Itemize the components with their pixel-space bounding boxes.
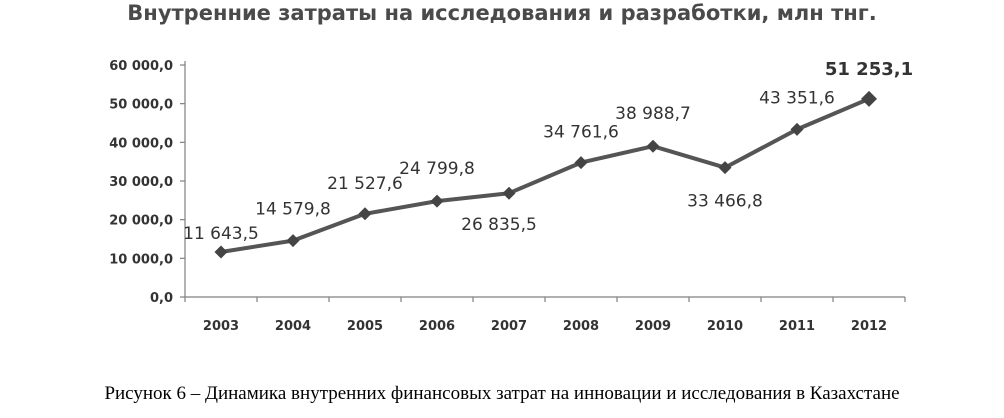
data-point-marker bbox=[574, 156, 588, 170]
data-label: 51 253,1 bbox=[825, 59, 913, 80]
x-tick-label: 2010 bbox=[707, 319, 743, 334]
x-tick-label: 2008 bbox=[563, 319, 599, 334]
y-tick-label: 20 000,0 bbox=[109, 214, 173, 229]
line-chart: 0,0 10 000,0 20 000,0 30 000,0 40 000,0 50 00… bbox=[109, 59, 913, 334]
y-tick-label: 0,0 bbox=[150, 291, 173, 306]
data-point-marker bbox=[358, 207, 372, 221]
data-label: 24 799,8 bbox=[399, 159, 475, 179]
data-label: 26 835,5 bbox=[461, 215, 537, 235]
data-point-marker bbox=[718, 161, 732, 175]
x-tick-label: 2005 bbox=[347, 319, 383, 334]
x-tick-label: 2003 bbox=[203, 319, 239, 334]
data-label: 11 643,5 bbox=[183, 224, 259, 244]
data-point-marker bbox=[646, 139, 660, 153]
data-point-marker bbox=[790, 122, 804, 136]
data-label: 43 351,6 bbox=[759, 88, 835, 108]
y-tick-label: 30 000,0 bbox=[109, 175, 173, 190]
data-point-marker bbox=[861, 90, 877, 107]
x-tick-label: 2012 bbox=[851, 319, 887, 334]
data-point-marker bbox=[214, 245, 228, 259]
x-tick-label: 2004 bbox=[275, 319, 311, 334]
figure-caption: Рисунок 6 – Динамика внутренних финансов… bbox=[104, 383, 900, 404]
chart-title: Внутренние затраты на исследования и раз… bbox=[127, 1, 877, 25]
data-label: 38 988,7 bbox=[615, 104, 691, 124]
x-tick-label: 2006 bbox=[419, 319, 455, 334]
x-tick-label: 2011 bbox=[779, 319, 815, 334]
y-tick-label: 10 000,0 bbox=[109, 252, 173, 267]
data-label: 33 466,8 bbox=[687, 192, 763, 212]
x-tick-label: 2007 bbox=[491, 319, 527, 334]
y-tick-label: 50 000,0 bbox=[109, 98, 173, 113]
y-tick-label: 40 000,0 bbox=[109, 136, 173, 151]
x-tick-label: 2009 bbox=[635, 319, 671, 334]
y-tick-label: 60 000,0 bbox=[109, 59, 173, 74]
data-label: 21 527,6 bbox=[327, 174, 403, 194]
data-point-marker bbox=[502, 186, 516, 200]
data-label: 34 761,6 bbox=[543, 123, 619, 143]
data-label: 14 579,8 bbox=[255, 200, 331, 220]
series-line bbox=[220, 96, 870, 254]
data-point-marker bbox=[286, 234, 300, 248]
data-point-marker bbox=[430, 194, 444, 208]
